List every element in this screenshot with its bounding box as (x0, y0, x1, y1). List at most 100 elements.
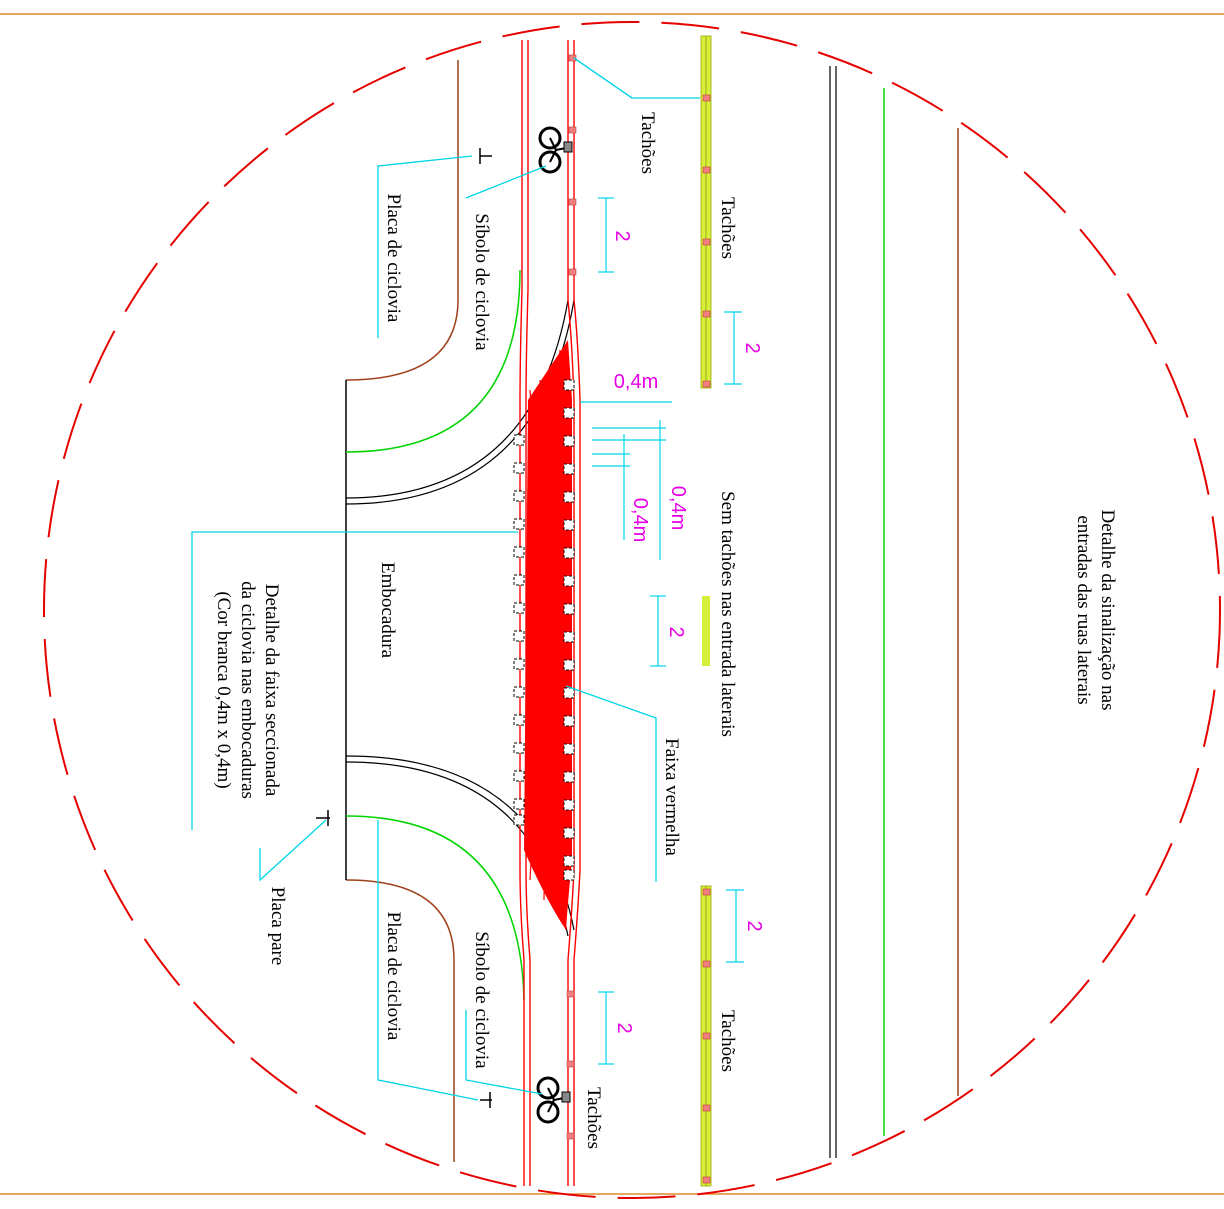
lane-block (513, 490, 525, 502)
stud (702, 166, 711, 174)
leader-tachoes-top (573, 57, 700, 99)
leader-simbolo-top (465, 165, 547, 199)
stud (702, 380, 711, 388)
sign-post-top (479, 148, 492, 164)
bicycle-symbol-top (538, 126, 573, 174)
lane-block (513, 602, 525, 614)
black-curve-top-b (345, 299, 569, 499)
lane-block (513, 658, 525, 670)
lane-line (573, 40, 581, 1186)
lane-block (513, 518, 525, 530)
lane-block (563, 407, 575, 419)
label-placa-ciclovia-top: Placa de ciclovia (383, 194, 404, 323)
white-blocks-left (513, 434, 525, 826)
lane-block (513, 742, 525, 754)
yellow-strip-studs (702, 94, 711, 1184)
white-blocks-right (563, 379, 575, 881)
lane-block (513, 770, 525, 782)
lane-block (513, 798, 525, 810)
yellow-strip-middle (702, 596, 710, 666)
lane-block (513, 546, 525, 558)
brown-curve-bottom (345, 879, 455, 1162)
lane-line (519, 40, 525, 1186)
brown-curve-top (345, 299, 459, 381)
lane-block (563, 715, 575, 727)
lane-block (513, 434, 525, 446)
label-sem-tachoes: Sem tachões nas entrada laterais (717, 491, 738, 737)
bicycle-symbol-bottom (536, 1076, 571, 1124)
stud (568, 198, 577, 206)
lane-block (563, 827, 575, 839)
lane-block (513, 462, 525, 474)
red-band-hatch (529, 349, 567, 931)
leader-placa-bottom (377, 820, 479, 1101)
dim-2-b: 2 (741, 342, 763, 353)
stud (702, 238, 711, 246)
title-line1: Detalhe da sinalização nas (1097, 510, 1118, 711)
stud (566, 990, 575, 998)
stud (568, 126, 577, 134)
dim-2-d: 2 (743, 920, 765, 931)
sign-post-pare (316, 810, 330, 826)
stud (702, 1032, 711, 1040)
label-tachoes-top-left: Tachões (637, 112, 658, 174)
label-placa-ciclovia-bottom: Placa de ciclovia (383, 912, 404, 1041)
lane-block (563, 547, 575, 559)
sign-post-bottom (480, 1092, 492, 1108)
lane-block (513, 814, 525, 826)
lane-block (513, 574, 525, 586)
lane-block (513, 630, 525, 642)
lane-block (563, 435, 575, 447)
lane-edge-studs (566, 54, 577, 1140)
label-detalhe-faixa-1: Detalhe da faixa seccionada (261, 584, 282, 797)
lane-block (563, 855, 575, 867)
label-tachoes-bottom-right: Tachões (717, 1010, 738, 1072)
dim-04-horizontal: 0,4m (614, 371, 658, 393)
stud (568, 268, 577, 276)
stud (702, 310, 711, 318)
label-simbolo-bottom: Síbolo de ciclovia (471, 931, 492, 1069)
dim-2-a: 2 (611, 230, 633, 241)
lane-block (563, 659, 575, 671)
label-tachoes-top-right: Tachões (717, 197, 738, 259)
green-curve-top (345, 269, 521, 453)
lane-block (563, 463, 575, 475)
stud (702, 960, 711, 968)
detail-circle (43, 21, 1221, 1199)
lane-block (563, 687, 575, 699)
leader-placa-top (377, 155, 473, 338)
lane-block (563, 743, 575, 755)
dim-2-c: 2 (665, 626, 687, 637)
leader-simbolo-bottom (465, 1010, 543, 1095)
stud (566, 1132, 575, 1140)
leader-placa-pare (259, 819, 327, 882)
label-simbolo-top: Síbolo de ciclovia (471, 213, 492, 351)
stud (702, 888, 711, 896)
dimension-lines (580, 197, 744, 1065)
lane-block (513, 714, 525, 726)
label-placa-pare: Placa pare (267, 887, 288, 966)
green-curve-bottom (345, 815, 525, 1001)
lane-block (563, 491, 575, 503)
lane-block (563, 631, 575, 643)
stud (566, 1060, 575, 1068)
lane-block (563, 771, 575, 783)
lane-line (525, 40, 531, 1186)
label-embocadura: Embocadura (377, 562, 398, 659)
title-line2: entradas das ruas laterais (1073, 515, 1094, 704)
dim-04-vertical-a: 0,4m (667, 486, 689, 530)
label-faixa-vermelha: Faixa vermelha (661, 738, 682, 856)
stud (702, 1104, 711, 1112)
lane-line (567, 40, 575, 1186)
leader-detalhe-faixa (191, 531, 518, 830)
label-tachoes-bottom-left: Tachões (583, 1087, 604, 1149)
stud (568, 54, 577, 62)
dim-04-vertical-b: 0,4m (629, 498, 651, 542)
stud (702, 1176, 711, 1184)
lane-block (563, 575, 575, 587)
lane-block (563, 869, 575, 881)
leader-faixa-vermelha (565, 685, 657, 882)
lane-block (563, 799, 575, 811)
lane-block (563, 379, 575, 391)
